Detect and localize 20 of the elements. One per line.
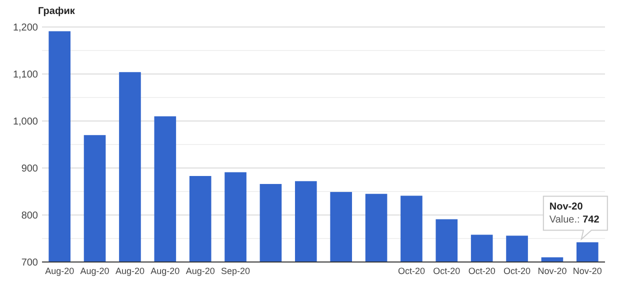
y-tick-label: 700 xyxy=(21,258,38,268)
x-tick-label: Oct-20 xyxy=(504,266,531,276)
x-tick-label: Oct-20 xyxy=(398,266,425,276)
x-tick-label: Aug-20 xyxy=(150,266,180,276)
y-tick-label: 1,200 xyxy=(12,22,38,34)
y-tick-label: 900 xyxy=(21,164,38,174)
x-tick-label: Nov-20 xyxy=(572,266,602,276)
annotation: Nov-20 Value.: 742 xyxy=(549,201,600,226)
x-tick-label: Oct-20 xyxy=(468,266,496,276)
chart-title: График xyxy=(38,6,76,17)
x-tick-label: Aug-20 xyxy=(45,266,74,276)
y-tick-label: 1,100 xyxy=(12,70,38,80)
x-tick-label: Sep-20 xyxy=(221,266,250,276)
y-tick-label: 1,000 xyxy=(12,116,38,128)
x-tick-label: Aug-20 xyxy=(115,266,144,276)
x-tick-label: Oct-20 xyxy=(433,266,460,276)
x-tick-label: Aug-20 xyxy=(186,266,215,276)
y-tick-label: 800 xyxy=(21,210,38,222)
x-tick-label: Aug-20 xyxy=(80,266,110,276)
x-tick-label: Nov-20 xyxy=(538,266,567,276)
